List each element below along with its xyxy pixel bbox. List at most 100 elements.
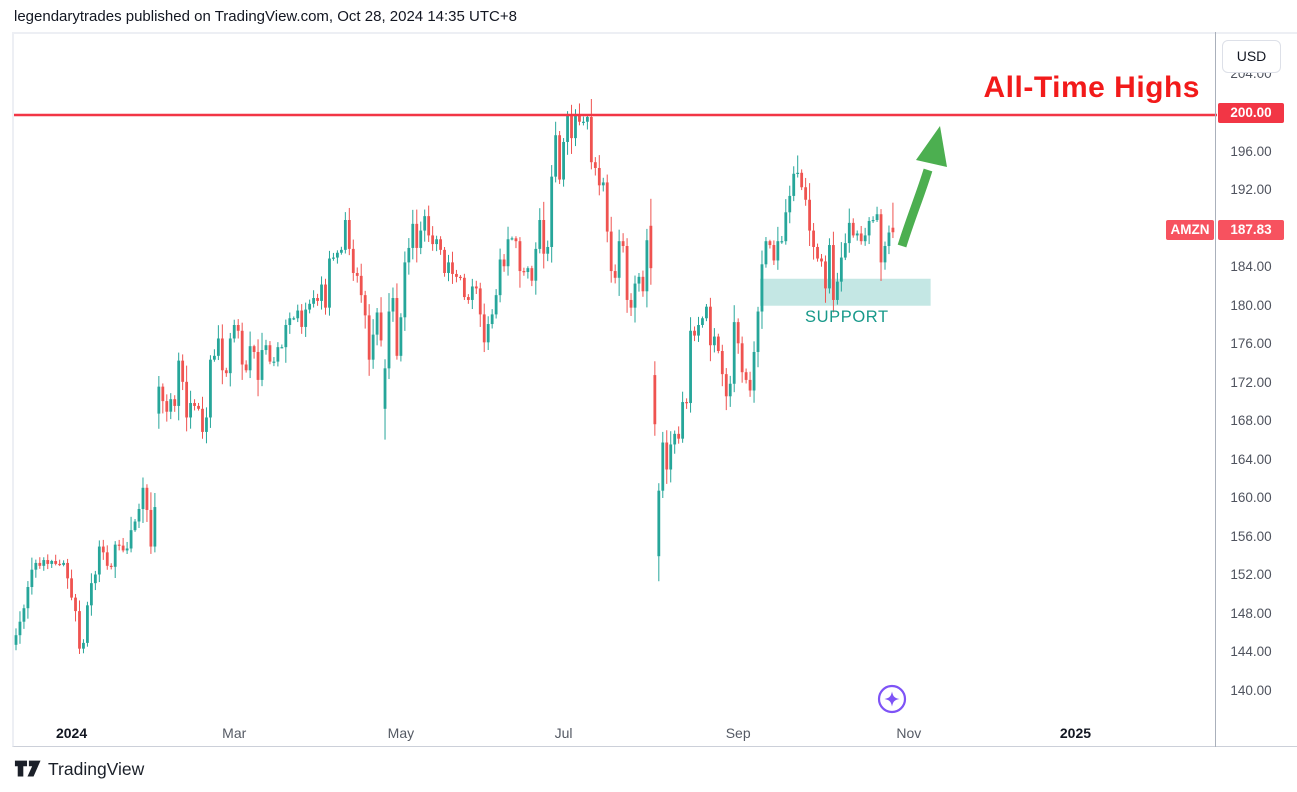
candle-body [784, 212, 788, 242]
candle-body [697, 324, 700, 336]
candle-body [161, 386, 165, 402]
candle-body [506, 239, 510, 267]
candle-body [748, 379, 752, 391]
candle-body [34, 562, 38, 570]
candle-body [312, 298, 315, 304]
y-axis-tick: 192.00 [1230, 182, 1272, 198]
candle-body [387, 311, 391, 369]
y-axis-tick: 196.00 [1230, 143, 1272, 159]
ath-price-label: 200.00 [1218, 103, 1284, 123]
candle-body [324, 284, 327, 308]
currency-toggle-button[interactable]: USD [1222, 40, 1281, 73]
candle-body [855, 233, 859, 236]
candle-body [625, 246, 629, 300]
candle-body [526, 268, 530, 273]
candle-body [62, 562, 66, 565]
candle-body [875, 214, 879, 220]
candle-body [395, 298, 399, 356]
last-price-label: 187.83 [1218, 220, 1284, 241]
candle-body [720, 351, 724, 375]
candle-body [292, 318, 296, 320]
candle-body [832, 245, 835, 300]
candle-body [70, 578, 73, 598]
candle-body [149, 509, 153, 547]
candle-body [613, 271, 617, 278]
candle-body [712, 336, 716, 346]
tradingview-logo-icon [14, 760, 41, 777]
candle-body [478, 288, 482, 315]
candle-body [542, 219, 546, 254]
candle-body [427, 216, 431, 236]
candle-body [780, 241, 784, 243]
candle-body [474, 286, 478, 289]
candle-body [669, 444, 673, 470]
candle-body [578, 115, 581, 122]
candle-body [510, 238, 514, 240]
candle-body [796, 172, 800, 174]
candle-body [605, 182, 609, 232]
candle-body [375, 312, 379, 335]
candle-body [363, 295, 367, 316]
candle-body [371, 334, 375, 360]
tradingview-logo[interactable]: TradingView [14, 758, 144, 780]
candle-body [498, 259, 502, 296]
candle-body [681, 402, 685, 439]
up-arrow-head-icon[interactable] [916, 126, 947, 167]
candle-body [228, 338, 232, 374]
support-zone-label: SUPPORT [805, 308, 889, 326]
candle-body [843, 243, 847, 258]
candle-body [435, 239, 439, 245]
up-arrow-shaft[interactable] [897, 168, 933, 248]
candle-body [240, 330, 244, 365]
candle-body [276, 347, 280, 362]
candle-body [589, 116, 593, 163]
candle-body [859, 233, 863, 242]
candle-body [863, 235, 867, 242]
candle-body [732, 322, 736, 384]
candle-body [470, 286, 474, 300]
candle-body [189, 403, 192, 418]
candle-body [530, 268, 534, 281]
candle-body [58, 563, 62, 566]
candle-body [677, 433, 681, 439]
candle-body [891, 227, 895, 233]
symbol-badge: AMZN [1166, 220, 1214, 241]
candle-body [661, 442, 665, 491]
candle-body [14, 635, 18, 645]
candle-body [562, 141, 565, 180]
candle-body [213, 355, 216, 360]
candle-body [145, 487, 149, 510]
y-axis-tick: 152.00 [1230, 567, 1272, 583]
candle-body [86, 605, 89, 643]
candle-body [617, 241, 621, 278]
candle-body [597, 167, 601, 186]
candle-body [716, 336, 720, 352]
candle-body [585, 116, 589, 122]
candle-body [601, 182, 605, 186]
support-zone[interactable] [760, 278, 931, 306]
candle-body [129, 530, 133, 549]
chart-container[interactable]: 2024 Mar May Jul Sep Nov 2025 [12, 32, 1297, 747]
y-axis-tick: 160.00 [1230, 490, 1272, 506]
candlestick-chart[interactable] [14, 34, 1217, 749]
candle-body [137, 508, 141, 522]
candle-body [550, 176, 554, 247]
candle-body [693, 330, 696, 336]
tradingview-logo-text: TradingView [48, 758, 145, 779]
candle-body [439, 239, 442, 250]
candle-body [30, 569, 34, 588]
y-axis-tick: 184.00 [1230, 259, 1272, 275]
candle-body [264, 345, 268, 351]
candle-body [343, 219, 347, 250]
candle-body [121, 545, 125, 551]
price-axis[interactable]: 204.00 196.00 192.00 184.00 180.00 176.00 172.… [1216, 32, 1297, 747]
candle-body [42, 560, 46, 566]
candle-body [220, 338, 224, 371]
candle-body [570, 115, 573, 139]
candle-body [883, 246, 887, 263]
candle-body [709, 306, 712, 346]
candle-body [399, 317, 403, 356]
y-axis-tick: 180.00 [1230, 297, 1272, 313]
candle-body [252, 346, 256, 352]
candle-body [816, 246, 819, 259]
